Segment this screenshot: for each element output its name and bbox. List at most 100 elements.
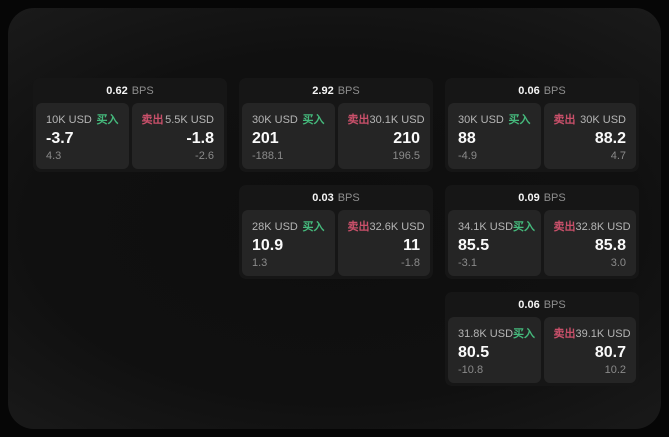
buy-side-label: 买入 bbox=[302, 221, 325, 233]
sell-notional: 30K USD bbox=[580, 114, 626, 126]
card-header: 0.03 BPS bbox=[239, 185, 433, 210]
quote-card: 0.06 BPS 30K USD 买入 88 -4.9 卖出 30K USD 8… bbox=[445, 78, 639, 172]
sell-price: 85.8 bbox=[594, 236, 626, 254]
card-body: 30K USD 买入 88 -4.9 卖出 30K USD 88.2 4.7 bbox=[448, 103, 636, 169]
sell-notional: 32.8K USD bbox=[575, 221, 631, 233]
sell-quote-tile[interactable]: 卖出 32.8K USD 85.8 3.0 bbox=[543, 210, 636, 276]
bps-unit-label: BPS bbox=[543, 84, 566, 97]
buy-notional: 30K USD bbox=[458, 114, 504, 126]
sell-quote-tile[interactable]: 卖出 32.6K USD 11 -1.8 bbox=[337, 210, 430, 276]
buy-quote-tile[interactable]: 31.8K USD 买入 80.5 -10.8 bbox=[448, 317, 541, 383]
sell-notional: 32.6K USD bbox=[369, 221, 425, 233]
quote-grid: 0.62 BPS 10K USD 买入 -3.7 4.3 卖出 5.5K USD… bbox=[33, 78, 639, 386]
buy-label-row: 28K USD 买入 bbox=[252, 218, 325, 234]
sell-label-row: 卖出 5.5K USD bbox=[142, 111, 215, 127]
sell-label-row: 卖出 39.1K USD bbox=[553, 325, 631, 341]
buy-delta: 4.3 bbox=[46, 150, 62, 162]
bps-unit-label: BPS bbox=[337, 84, 360, 97]
buy-quote-tile[interactable]: 28K USD 买入 10.9 1.3 bbox=[242, 210, 335, 276]
buy-price: 85.5 bbox=[458, 236, 490, 254]
card-body: 30K USD 买入 201 -188.1 卖出 30.1K USD 210 1… bbox=[242, 103, 430, 169]
card-header: 0.06 BPS bbox=[445, 292, 639, 317]
sell-side-label: 卖出 bbox=[553, 221, 576, 233]
sell-price: 88.2 bbox=[594, 129, 626, 147]
buy-price: 201 bbox=[252, 129, 279, 147]
card-body: 34.1K USD 买入 85.5 -3.1 卖出 32.8K USD 85.8… bbox=[448, 210, 636, 276]
buy-delta: -10.8 bbox=[458, 364, 484, 376]
sell-delta: -1.8 bbox=[401, 257, 420, 269]
sell-label-row: 卖出 30K USD bbox=[554, 111, 627, 127]
buy-label-row: 30K USD 买入 bbox=[458, 111, 531, 127]
buy-side-label: 买入 bbox=[513, 221, 536, 233]
card-body: 28K USD 买入 10.9 1.3 卖出 32.6K USD 11 -1.8 bbox=[242, 210, 430, 276]
buy-price: 80.5 bbox=[458, 343, 490, 361]
bps-value: 0.06 bbox=[518, 298, 540, 311]
buy-delta: -188.1 bbox=[252, 150, 284, 162]
buy-delta: -3.1 bbox=[458, 257, 477, 269]
app-window: 0.62 BPS 10K USD 买入 -3.7 4.3 卖出 5.5K USD… bbox=[8, 8, 661, 429]
sell-delta: 3.0 bbox=[610, 257, 626, 269]
sell-quote-tile[interactable]: 卖出 30.1K USD 210 196.5 bbox=[337, 103, 430, 169]
buy-notional: 30K USD bbox=[252, 114, 298, 126]
sell-delta: 10.2 bbox=[604, 364, 626, 376]
quote-card: 0.62 BPS 10K USD 买入 -3.7 4.3 卖出 5.5K USD… bbox=[33, 78, 227, 172]
buy-side-label: 买入 bbox=[302, 114, 325, 126]
sell-delta: 4.7 bbox=[610, 150, 626, 162]
card-body: 31.8K USD 买入 80.5 -10.8 卖出 39.1K USD 80.… bbox=[448, 317, 636, 383]
bps-value: 0.62 bbox=[106, 84, 128, 97]
bps-value: 2.92 bbox=[312, 84, 334, 97]
sell-label-row: 卖出 32.8K USD bbox=[553, 218, 631, 234]
buy-notional: 34.1K USD bbox=[458, 221, 514, 233]
sell-notional: 5.5K USD bbox=[165, 114, 214, 126]
quote-card: 0.06 BPS 31.8K USD 买入 80.5 -10.8 卖出 39.1… bbox=[445, 292, 639, 386]
buy-side-label: 买入 bbox=[96, 114, 119, 126]
sell-label-row: 卖出 30.1K USD bbox=[347, 111, 425, 127]
card-header: 0.09 BPS bbox=[445, 185, 639, 210]
buy-side-label: 买入 bbox=[508, 114, 531, 126]
buy-quote-tile[interactable]: 34.1K USD 买入 85.5 -3.1 bbox=[448, 210, 541, 276]
sell-delta: -2.6 bbox=[195, 150, 214, 162]
sell-side-label: 卖出 bbox=[347, 221, 370, 233]
buy-quote-tile[interactable]: 10K USD 买入 -3.7 4.3 bbox=[36, 103, 129, 169]
sell-delta: 196.5 bbox=[392, 150, 420, 162]
sell-quote-tile[interactable]: 卖出 39.1K USD 80.7 10.2 bbox=[543, 317, 636, 383]
buy-delta: -4.9 bbox=[458, 150, 477, 162]
sell-price: -1.8 bbox=[186, 129, 214, 147]
sell-notional: 39.1K USD bbox=[575, 328, 631, 340]
buy-label-row: 31.8K USD 买入 bbox=[458, 325, 535, 341]
sell-price: 11 bbox=[403, 236, 420, 254]
bps-value: 0.03 bbox=[312, 191, 334, 204]
card-body: 10K USD 买入 -3.7 4.3 卖出 5.5K USD -1.8 -2.… bbox=[36, 103, 224, 169]
bps-unit-label: BPS bbox=[337, 191, 360, 204]
buy-price: -3.7 bbox=[46, 129, 74, 147]
buy-quote-tile[interactable]: 30K USD 买入 88 -4.9 bbox=[448, 103, 541, 169]
buy-price: 10.9 bbox=[252, 236, 284, 254]
bps-unit-label: BPS bbox=[131, 84, 154, 97]
buy-quote-tile[interactable]: 30K USD 买入 201 -188.1 bbox=[242, 103, 335, 169]
buy-label-row: 34.1K USD 买入 bbox=[458, 218, 535, 234]
sell-notional: 30.1K USD bbox=[369, 114, 425, 126]
buy-notional: 10K USD bbox=[46, 114, 92, 126]
bps-value: 0.09 bbox=[518, 191, 540, 204]
quote-card: 0.03 BPS 28K USD 买入 10.9 1.3 卖出 32.6K US… bbox=[239, 185, 433, 279]
bps-unit-label: BPS bbox=[543, 298, 566, 311]
bps-unit-label: BPS bbox=[543, 191, 566, 204]
sell-quote-tile[interactable]: 卖出 5.5K USD -1.8 -2.6 bbox=[131, 103, 224, 169]
card-header: 0.06 BPS bbox=[445, 78, 639, 103]
buy-price: 88 bbox=[458, 129, 476, 147]
quote-card: 0.09 BPS 34.1K USD 买入 85.5 -3.1 卖出 32.8K… bbox=[445, 185, 639, 279]
sell-side-label: 卖出 bbox=[141, 114, 164, 126]
buy-notional: 28K USD bbox=[252, 221, 298, 233]
sell-side-label: 卖出 bbox=[347, 114, 370, 126]
bps-value: 0.06 bbox=[518, 84, 540, 97]
quote-card: 2.92 BPS 30K USD 买入 201 -188.1 卖出 30.1K … bbox=[239, 78, 433, 172]
buy-label-row: 10K USD 买入 bbox=[46, 111, 119, 127]
card-header: 0.62 BPS bbox=[33, 78, 227, 103]
sell-label-row: 卖出 32.6K USD bbox=[347, 218, 425, 234]
sell-side-label: 卖出 bbox=[553, 328, 576, 340]
sell-price: 80.7 bbox=[594, 343, 626, 361]
buy-delta: 1.3 bbox=[252, 257, 268, 269]
buy-side-label: 买入 bbox=[513, 328, 536, 340]
sell-side-label: 卖出 bbox=[553, 114, 576, 126]
sell-quote-tile[interactable]: 卖出 30K USD 88.2 4.7 bbox=[543, 103, 636, 169]
